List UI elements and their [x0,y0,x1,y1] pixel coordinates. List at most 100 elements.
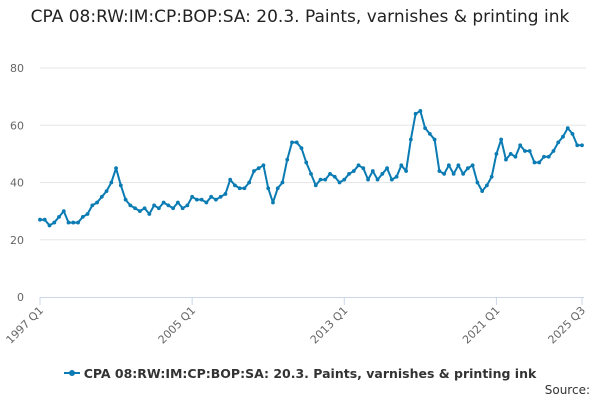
data-point[interactable] [366,177,370,182]
data-point[interactable] [499,137,504,142]
data-point[interactable] [485,183,489,188]
data-point[interactable] [561,134,565,139]
data-point[interactable] [247,180,252,185]
data-point[interactable] [261,163,266,168]
data-point[interactable] [280,180,285,185]
data-point[interactable] [437,169,442,173]
data-point[interactable] [337,180,342,185]
data-point[interactable] [328,172,332,176]
data-point[interactable] [118,183,123,188]
data-point[interactable] [356,163,361,168]
data-point[interactable] [185,203,190,208]
data-point[interactable] [152,203,157,208]
data-point[interactable] [475,180,480,185]
data-point[interactable] [133,206,137,211]
data-point[interactable] [565,126,570,131]
data-point[interactable] [380,172,385,176]
data-point[interactable] [494,151,499,156]
data-point[interactable] [190,194,195,199]
data-point[interactable] [432,137,437,142]
data-point[interactable] [209,194,214,199]
data-point[interactable] [551,149,556,153]
data-point[interactable] [323,177,328,182]
data-point[interactable] [332,174,337,179]
data-point[interactable] [47,223,52,228]
data-point[interactable] [465,166,470,171]
data-point[interactable] [523,149,527,153]
data-point[interactable] [228,177,233,182]
data-point[interactable] [361,166,366,171]
data-point[interactable] [404,169,408,173]
data-point[interactable] [194,197,199,202]
data-point[interactable] [351,169,356,173]
data-point[interactable] [80,214,85,219]
data-point[interactable] [304,160,309,165]
data-point[interactable] [180,206,185,211]
data-point[interactable] [285,157,290,162]
data-point[interactable] [156,206,161,211]
data-point[interactable] [446,163,451,168]
data-point[interactable] [199,197,204,202]
data-point[interactable] [271,200,275,205]
data-point[interactable] [290,140,294,145]
data-point[interactable] [461,172,466,176]
data-point[interactable] [394,174,399,179]
data-point[interactable] [57,214,61,219]
data-point[interactable] [370,169,375,173]
legend[interactable]: CPA 08:RW:IM:CP:BOP:SA: 20.3. Paints, va… [0,366,600,381]
data-point[interactable] [61,209,66,214]
data-point[interactable] [518,143,523,148]
data-point[interactable] [204,200,209,205]
data-point[interactable] [175,200,180,205]
data-point[interactable] [233,183,237,188]
data-point[interactable] [542,154,546,159]
data-point[interactable] [256,166,261,171]
data-point[interactable] [408,137,413,142]
data-point[interactable] [399,163,404,168]
data-point[interactable] [532,160,537,165]
data-point[interactable] [537,160,542,165]
data-point[interactable] [347,172,351,176]
data-point[interactable] [375,177,380,182]
data-point[interactable] [99,194,104,199]
data-point[interactable] [85,212,90,216]
data-point[interactable] [556,140,561,145]
data-point[interactable] [147,212,152,216]
data-point[interactable] [161,200,166,205]
data-point[interactable] [252,169,256,173]
data-point[interactable] [114,166,118,171]
data-point[interactable] [570,131,575,136]
data-point[interactable] [318,177,323,182]
data-point[interactable] [38,217,42,222]
data-point[interactable] [71,220,76,225]
data-point[interactable] [385,166,389,171]
data-point[interactable] [413,111,418,116]
data-point[interactable] [299,146,304,151]
data-point[interactable] [166,203,171,208]
data-point[interactable] [171,206,176,211]
data-point[interactable] [66,220,71,225]
data-point[interactable] [389,177,394,182]
data-point[interactable] [142,206,147,211]
data-point[interactable] [52,220,57,225]
data-point[interactable] [128,203,133,208]
data-point[interactable] [266,186,271,191]
data-point[interactable] [470,163,475,168]
data-point[interactable] [218,194,223,199]
data-point[interactable] [513,154,518,159]
data-point[interactable] [237,186,242,191]
data-point[interactable] [275,186,280,191]
data-point[interactable] [427,131,432,136]
data-point[interactable] [294,140,299,145]
data-point[interactable] [418,109,423,113]
data-point[interactable] [313,183,318,188]
data-point[interactable] [242,186,247,191]
data-point[interactable] [76,220,80,225]
data-point[interactable] [580,143,584,148]
data-point[interactable] [451,172,456,176]
data-point[interactable] [104,189,109,193]
data-point[interactable] [504,157,508,162]
data-point[interactable] [508,151,513,156]
data-point[interactable] [342,177,347,182]
data-point[interactable] [489,174,494,179]
